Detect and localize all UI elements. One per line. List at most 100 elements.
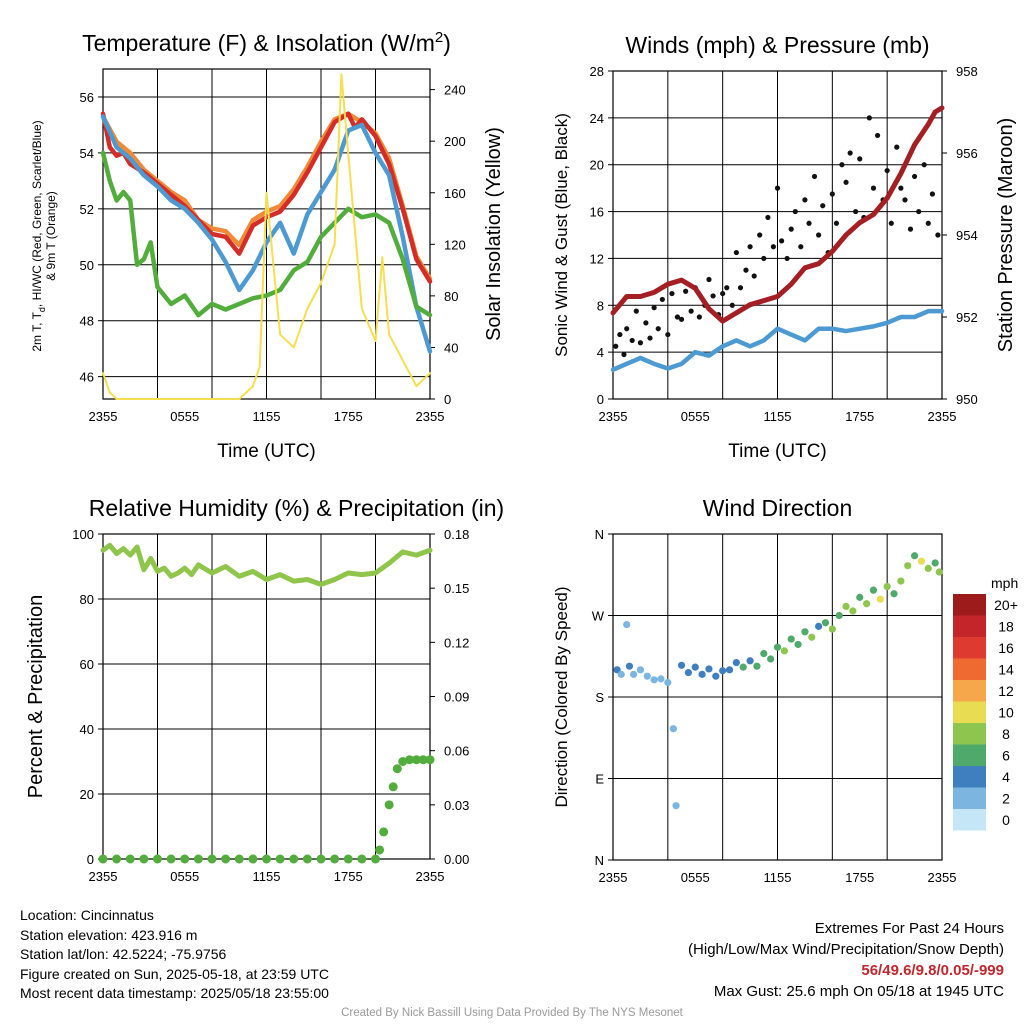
data-point bbox=[629, 337, 635, 344]
direction-point bbox=[672, 802, 680, 810]
y-label-rest: , HI/WC (Red, Green, Scarlet/Blue) bbox=[30, 120, 44, 307]
elevation-text: Station elevation: 423.916 m bbox=[20, 926, 198, 943]
colorbar-label: 10 bbox=[998, 705, 1014, 721]
y2-tick-label: 958 bbox=[956, 64, 978, 79]
data-point bbox=[788, 226, 794, 232]
direction-point bbox=[904, 562, 912, 570]
x-tick-label: 1155 bbox=[764, 409, 792, 424]
colorbar-label: 0 bbox=[1002, 812, 1010, 828]
direction-point bbox=[856, 593, 864, 601]
data-point bbox=[659, 296, 665, 303]
data-point bbox=[357, 854, 367, 864]
title-superscript: 2 bbox=[435, 29, 443, 46]
data-point bbox=[857, 156, 863, 162]
data-point bbox=[884, 167, 890, 174]
credit-text: Created By Nick Bassill Using Data Provi… bbox=[341, 1007, 683, 1019]
colorbar-label: 14 bbox=[998, 662, 1014, 678]
x-tick-label: 2355 bbox=[599, 870, 628, 885]
direction-point bbox=[636, 666, 645, 674]
y-axis-label: Direction (Colored By Speed) bbox=[552, 586, 571, 807]
direction-point bbox=[890, 590, 898, 598]
data-point bbox=[655, 326, 661, 332]
data-point bbox=[674, 314, 681, 320]
data-point bbox=[665, 331, 671, 338]
y2-tick-label: 956 bbox=[956, 146, 978, 161]
y2-tick-label: 952 bbox=[956, 310, 978, 325]
y2-tick-label: 0.15 bbox=[444, 581, 469, 596]
y-tick-label: 0 bbox=[87, 852, 94, 867]
data-point bbox=[153, 854, 162, 864]
data-point bbox=[737, 285, 744, 291]
y-tick-label: 80 bbox=[80, 592, 94, 607]
y2-tick-label: 160 bbox=[444, 186, 466, 201]
colorbar-cell bbox=[953, 744, 986, 766]
x-tick-label: 0555 bbox=[170, 409, 199, 424]
data-point bbox=[234, 854, 244, 864]
data-point bbox=[751, 273, 757, 279]
data-point bbox=[816, 232, 822, 238]
created-text: Figure created on Sun, 2025-05-18, at 23… bbox=[20, 965, 329, 982]
colorbar-cell bbox=[953, 658, 986, 680]
colorbar-cell bbox=[953, 615, 986, 637]
direction-point bbox=[698, 670, 706, 678]
direction-point bbox=[917, 557, 926, 565]
max-gust-text: Max Gust: 25.6 mph On 05/18 at 1945 UTC bbox=[713, 983, 1004, 1000]
y2-tick-label: 0.00 bbox=[444, 852, 469, 867]
direction-point bbox=[828, 625, 836, 633]
data-point bbox=[316, 854, 326, 864]
data-point bbox=[405, 755, 415, 765]
data-point bbox=[765, 214, 771, 221]
y2-tick-label: 954 bbox=[956, 228, 978, 243]
x-tick-label: 2355 bbox=[416, 409, 445, 424]
data-point bbox=[683, 288, 689, 294]
data-point bbox=[921, 162, 927, 168]
x-tick-label: 2355 bbox=[928, 409, 957, 424]
data-point bbox=[392, 764, 402, 774]
data-point bbox=[371, 854, 380, 864]
data-point bbox=[248, 854, 258, 864]
colorbar-label: 16 bbox=[998, 640, 1014, 656]
x-tick-label: 2355 bbox=[89, 409, 118, 424]
latlon-text: Station lat/lon: 42.5224; -75.9756 bbox=[20, 946, 227, 963]
series-line-2 bbox=[100, 114, 433, 354]
direction-point bbox=[625, 662, 634, 670]
direction-point bbox=[835, 611, 843, 620]
direction-point bbox=[931, 559, 939, 567]
data-point bbox=[925, 220, 931, 226]
direction-point bbox=[815, 622, 823, 630]
y2-tick-label: 0 bbox=[444, 392, 451, 407]
colorbar-label: 12 bbox=[998, 683, 1014, 699]
direction-point bbox=[794, 640, 802, 649]
y2-axis-label: Solar Insolation (Yellow) bbox=[483, 127, 505, 341]
direction-point bbox=[849, 607, 857, 615]
colorbar-cell bbox=[953, 701, 986, 723]
direction-point bbox=[643, 672, 651, 680]
data-point bbox=[139, 854, 149, 864]
chart-title: Relative Humidity (%) & Precipitation (i… bbox=[89, 495, 504, 521]
y-label-sub: d bbox=[37, 307, 47, 312]
y-tick-label: 52 bbox=[80, 202, 94, 217]
speed-colorbar: mph 20+ 18 16 14 12 10 8 6 4 2 0 bbox=[953, 575, 1018, 831]
extremes-block: Extremes For Past 24 Hours (High/Low/Max… bbox=[688, 918, 1004, 1002]
direction-point bbox=[623, 620, 631, 629]
data-point bbox=[806, 220, 812, 226]
data-point bbox=[770, 244, 776, 250]
data-point bbox=[870, 185, 877, 191]
data-point bbox=[621, 351, 627, 358]
data-point bbox=[811, 173, 818, 180]
direction-point bbox=[897, 577, 905, 585]
data-point bbox=[411, 755, 421, 765]
x-tick-label: 0555 bbox=[681, 870, 710, 885]
data-point bbox=[720, 290, 726, 297]
colorbar-cell bbox=[953, 594, 986, 616]
chart-title: Temperature (F) & Insolation (W/m2) bbox=[82, 29, 451, 56]
direction-point bbox=[773, 643, 782, 651]
data-point bbox=[847, 150, 853, 156]
data-point bbox=[651, 305, 657, 311]
data-point bbox=[289, 854, 299, 864]
data-point bbox=[221, 854, 231, 864]
y-axis-label: 2m T, Td, HI/WC (Red, Green, Scarlet/Blu… bbox=[30, 120, 58, 351]
data-point bbox=[747, 244, 753, 250]
direction-point bbox=[787, 635, 795, 643]
series-line-4 bbox=[102, 73, 431, 400]
